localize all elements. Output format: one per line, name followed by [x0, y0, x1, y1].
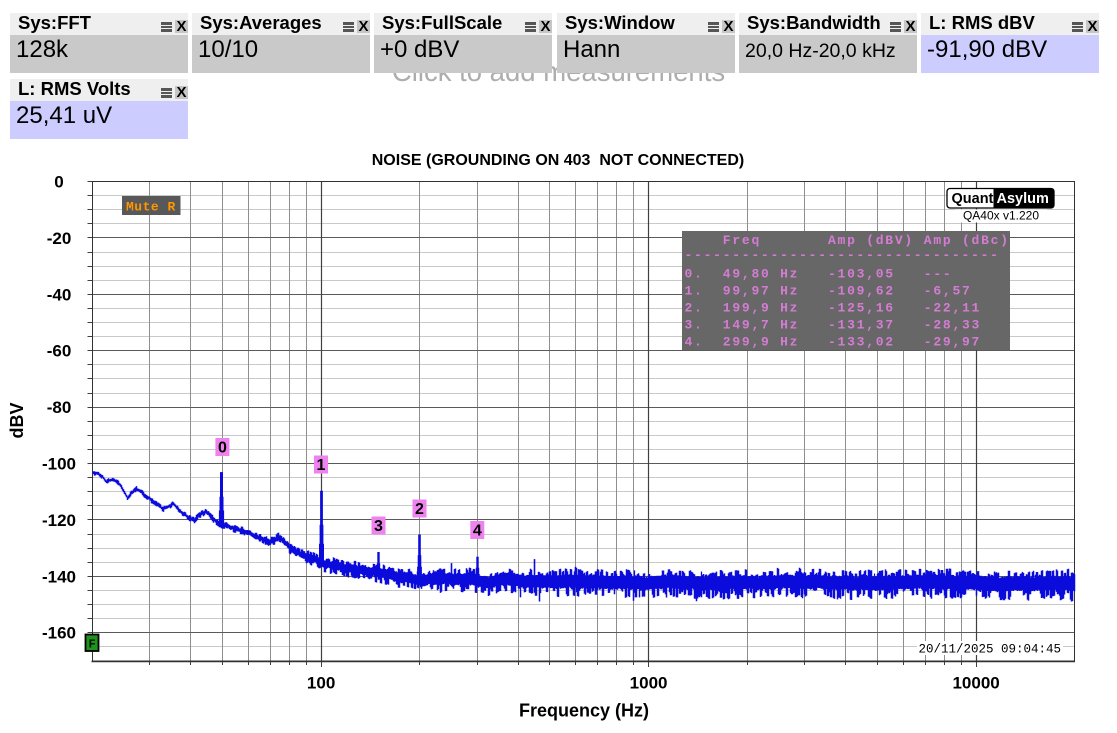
svg-text:-131,37: -131,37	[828, 318, 895, 333]
svg-text:4: 4	[473, 523, 482, 540]
svg-text:0: 0	[54, 173, 63, 192]
svg-text:NOISE (GROUNDING ON 403 NOT C: NOISE (GROUNDING ON 403 NOT CONNECTED)	[372, 152, 744, 169]
svg-text:-103,05: -103,05	[828, 267, 895, 282]
svg-text:-6,57: -6,57	[924, 284, 972, 299]
svg-text:-80: -80	[47, 398, 72, 417]
svg-text:dBV: dBV	[7, 403, 27, 439]
svg-text:-40: -40	[47, 285, 72, 304]
svg-text:QA40x v1.220: QA40x v1.220	[963, 209, 1039, 223]
svg-text:-100: -100	[42, 455, 76, 474]
svg-text:2.: 2.	[685, 301, 704, 316]
svg-text:49,80 Hz: 49,80 Hz	[723, 267, 799, 282]
svg-text:-29,97: -29,97	[924, 335, 981, 350]
svg-text:100: 100	[307, 674, 335, 693]
svg-text:-160: -160	[42, 624, 76, 643]
svg-text:3.: 3.	[685, 318, 704, 333]
svg-text:2: 2	[415, 501, 424, 518]
svg-text:0: 0	[218, 440, 227, 457]
svg-text:-20: -20	[47, 229, 72, 248]
svg-text:3: 3	[374, 518, 383, 535]
svg-text:4.: 4.	[685, 335, 704, 350]
svg-text:Freq: Freq	[723, 233, 761, 248]
svg-text:-109,62: -109,62	[828, 284, 895, 299]
svg-text:199,9 Hz: 199,9 Hz	[723, 301, 799, 316]
svg-text:1.: 1.	[685, 284, 704, 299]
svg-text:-22,11: -22,11	[924, 301, 981, 316]
svg-text:0.: 0.	[685, 267, 704, 282]
svg-text:-125,16: -125,16	[828, 301, 895, 316]
svg-text:Mute R: Mute R	[126, 200, 176, 215]
svg-text:10000: 10000	[952, 674, 999, 693]
svg-text:Frequency (Hz): Frequency (Hz)	[519, 701, 649, 721]
svg-text:149,7 Hz: 149,7 Hz	[723, 318, 799, 333]
svg-text:F: F	[89, 638, 96, 652]
svg-text:-28,33: -28,33	[924, 318, 981, 333]
svg-text:Asylum: Asylum	[997, 191, 1049, 207]
svg-text:1000: 1000	[630, 674, 668, 693]
svg-text:1: 1	[317, 457, 326, 474]
svg-text:------------------------------: ---------------------------------	[685, 248, 1000, 263]
svg-text:99,97 Hz: 99,97 Hz	[723, 284, 799, 299]
svg-text:299,9 Hz: 299,9 Hz	[723, 335, 799, 350]
svg-text:---: ---	[924, 267, 953, 282]
svg-text:-60: -60	[47, 342, 72, 361]
svg-text:Quant: Quant	[952, 191, 994, 207]
svg-text:20/11/2025 09:04:45: 20/11/2025 09:04:45	[918, 643, 1061, 657]
svg-text:Amp (dBV): Amp (dBV)	[828, 233, 914, 248]
svg-text:-140: -140	[42, 567, 76, 586]
svg-text:-133,02: -133,02	[828, 335, 895, 350]
svg-text:Amp (dBc): Amp (dBc)	[924, 233, 1010, 248]
svg-text:-120: -120	[42, 511, 76, 530]
